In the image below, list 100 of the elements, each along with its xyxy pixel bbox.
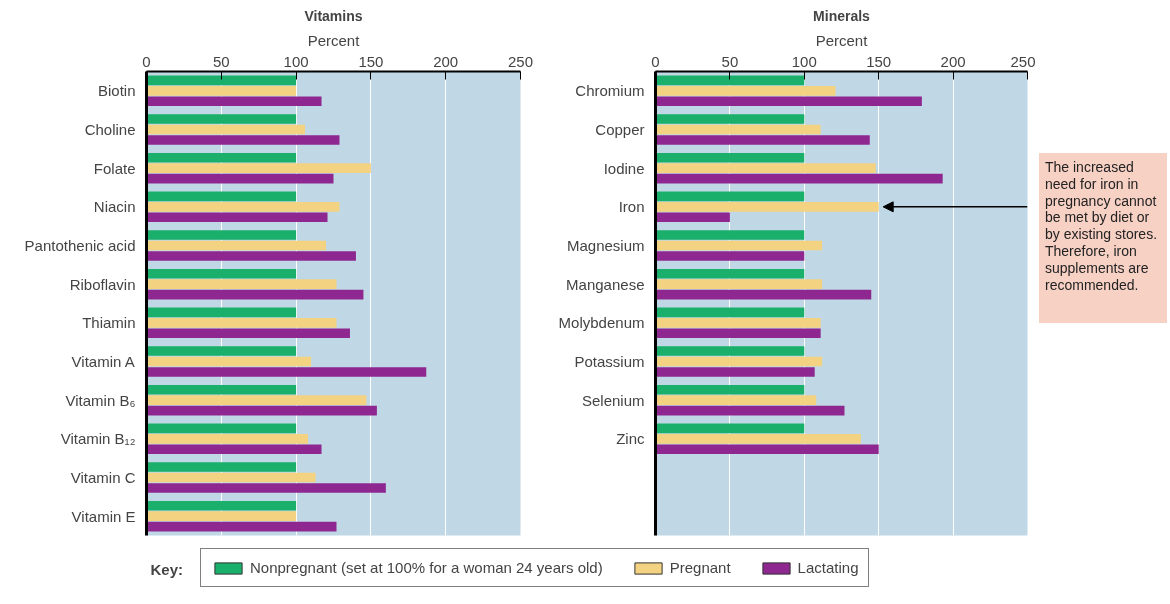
x-tick-label: 200 (433, 52, 459, 70)
y-tick-label: Selenium (581, 391, 645, 409)
x-tick-label: 150 (358, 52, 384, 70)
bar (655, 212, 730, 223)
bar (146, 444, 322, 455)
y-tick-label: Copper (595, 121, 645, 138)
bar (146, 289, 364, 300)
x-tick-label: 0 (651, 52, 660, 70)
bar (146, 328, 350, 339)
bar (146, 152, 297, 163)
y-tick-label: Riboflavin (69, 275, 136, 293)
bar (655, 289, 872, 300)
bar (146, 124, 306, 135)
bar (146, 307, 297, 318)
bar (146, 135, 340, 145)
bar (655, 423, 805, 434)
x-tick-label: 0 (142, 52, 151, 70)
y-tick-label: Potassium (574, 353, 645, 370)
y-tick-label: Vitamin A (71, 353, 135, 370)
bar (146, 251, 356, 261)
bar (655, 356, 823, 367)
bar (655, 96, 922, 107)
bar (146, 114, 297, 124)
bar (146, 191, 297, 202)
y-tick-label: Biotin (97, 82, 136, 100)
x-tick-label: 100 (283, 52, 309, 70)
bar (146, 356, 312, 367)
bar (655, 124, 821, 135)
bar (146, 395, 367, 405)
chart-title: Minerals (813, 7, 871, 24)
legend-label: Pregnant (669, 559, 731, 576)
bar (655, 173, 943, 184)
legend-label: Nonpregnant (set at 100% for a woman 24 years old) (250, 559, 603, 576)
x-axis-title: Percent (307, 31, 361, 49)
bar (146, 384, 297, 395)
bar (146, 173, 334, 184)
bar (146, 346, 297, 356)
y-tick-label: Manganese (566, 275, 645, 293)
x-tick-label: 200 (940, 52, 966, 70)
y-tick-label: Zinc (616, 430, 645, 448)
bar (146, 423, 297, 434)
bar (655, 328, 821, 339)
x-tick-label: 250 (507, 52, 534, 70)
bar (655, 75, 805, 86)
bar (655, 434, 861, 444)
bar (146, 367, 427, 377)
y-tick-label: Thiamin (82, 314, 136, 332)
y-tick-label: Vitamin C (70, 469, 136, 486)
bar (146, 521, 337, 532)
bar (655, 405, 845, 416)
bar (146, 240, 327, 251)
bar (655, 202, 879, 212)
bar (655, 163, 876, 173)
bar (655, 318, 821, 328)
annotation: The increased need for iron in pregnancy cannot be met by diet or by existing stores. Therefore, iron supplements are recommended. (1045, 159, 1159, 294)
y-tick-label: Molybdenum (558, 314, 645, 332)
bar (146, 86, 297, 96)
bar (655, 191, 805, 202)
bar (146, 202, 340, 212)
x-tick-label: 100 (791, 52, 817, 70)
bar (655, 135, 870, 145)
bar (146, 75, 297, 86)
bar (655, 268, 805, 279)
bar (146, 96, 322, 107)
bar (146, 279, 337, 289)
x-tick-label: 50 (721, 52, 739, 70)
bar (655, 114, 805, 124)
x-axis-title: Percent (815, 31, 869, 49)
y-tick-label: Vitamin E (71, 507, 136, 525)
bar (146, 500, 297, 511)
bar (146, 434, 309, 444)
y-tick-label: Iodine (603, 159, 645, 177)
bar (146, 268, 297, 279)
bar (655, 444, 879, 455)
bar (146, 462, 297, 472)
bar (146, 230, 297, 240)
y-tick-label: Magnesium (566, 237, 645, 254)
y-tick-label: Choline (84, 121, 136, 138)
bar (655, 346, 805, 356)
legend-title: Key: (150, 560, 184, 578)
bar (146, 405, 377, 416)
bar (146, 472, 316, 483)
bar (655, 86, 836, 96)
bar (146, 483, 386, 493)
y-tick-label: Pantothenic acid (24, 237, 136, 254)
y-tick-label: Iron (618, 198, 645, 216)
bar (655, 384, 805, 395)
legend-label: Lactating (797, 559, 859, 576)
y-tick-label: Chromium (575, 82, 645, 100)
y-tick-label: Vitamin B₆ (65, 391, 136, 409)
y-tick-label: Niacin (93, 198, 136, 216)
bar (146, 212, 328, 223)
bar (655, 230, 805, 240)
y-tick-label: Vitamin B₁₂ (60, 430, 136, 448)
bar (655, 279, 823, 289)
bar (655, 152, 805, 163)
bar (655, 395, 817, 405)
bar (146, 163, 371, 173)
chart-title: Vitamins (304, 7, 363, 24)
bar (146, 318, 337, 328)
